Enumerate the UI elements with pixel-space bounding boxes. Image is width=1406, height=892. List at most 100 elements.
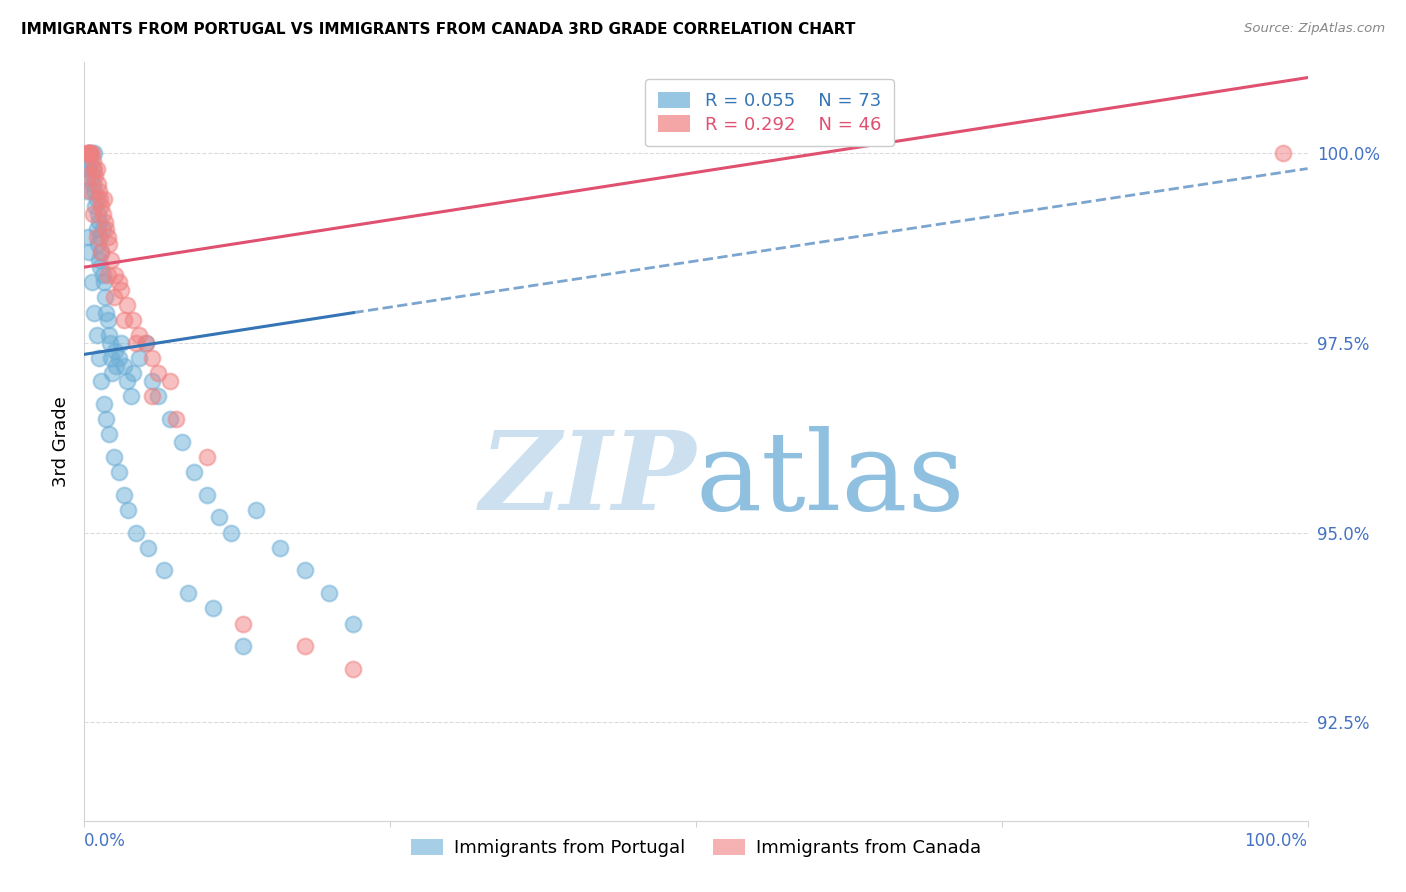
Point	[159, 374, 181, 388]
Point	[93, 397, 115, 411]
Point	[82, 154, 104, 169]
Point	[172, 434, 194, 449]
Point	[82, 177, 104, 191]
Text: atlas: atlas	[696, 426, 966, 533]
Point	[98, 336, 121, 351]
Point	[103, 291, 125, 305]
Point	[141, 351, 163, 366]
Point	[128, 328, 150, 343]
Point	[86, 328, 108, 343]
Point	[82, 207, 104, 221]
Point	[115, 298, 138, 312]
Point	[94, 291, 117, 305]
Point	[79, 185, 101, 199]
Point	[77, 161, 100, 176]
Point	[91, 268, 114, 282]
Point	[83, 185, 105, 199]
Point	[77, 146, 100, 161]
Point	[122, 367, 145, 381]
Point	[104, 268, 127, 282]
Point	[79, 146, 101, 161]
Point	[195, 450, 218, 464]
Point	[159, 412, 181, 426]
Point	[112, 359, 135, 373]
Point	[219, 525, 242, 540]
Point	[90, 245, 112, 260]
Point	[104, 343, 127, 358]
Point	[195, 488, 218, 502]
Point	[201, 601, 224, 615]
Point	[294, 640, 316, 654]
Point	[97, 328, 120, 343]
Point	[77, 169, 100, 184]
Point	[135, 336, 157, 351]
Point	[79, 154, 101, 169]
Point	[141, 374, 163, 388]
Point	[87, 252, 110, 267]
Point	[93, 192, 115, 206]
Point	[80, 169, 103, 184]
Point	[269, 541, 291, 555]
Text: Source: ZipAtlas.com: Source: ZipAtlas.com	[1244, 22, 1385, 36]
Point	[86, 222, 108, 236]
Point	[208, 510, 231, 524]
Point	[120, 389, 142, 403]
Point	[80, 276, 103, 290]
Point	[110, 336, 132, 351]
Point	[165, 412, 187, 426]
Point	[125, 336, 148, 351]
Point	[245, 503, 267, 517]
Point	[128, 351, 150, 366]
Point	[89, 192, 111, 206]
Point	[80, 146, 103, 161]
Point	[91, 207, 114, 221]
Point	[97, 427, 120, 442]
Point	[97, 237, 120, 252]
Point	[122, 313, 145, 327]
Point	[91, 222, 114, 236]
Point	[117, 503, 139, 517]
Point	[232, 640, 254, 654]
Point	[82, 161, 104, 176]
Point	[232, 616, 254, 631]
Point	[183, 465, 205, 479]
Point	[100, 351, 122, 366]
Point	[87, 215, 110, 229]
Point	[107, 351, 129, 366]
Point	[115, 374, 138, 388]
Point	[107, 276, 129, 290]
Text: 0.0%: 0.0%	[84, 832, 127, 850]
Point	[79, 146, 101, 161]
Point	[87, 351, 110, 366]
Point	[89, 230, 111, 244]
Point	[77, 146, 100, 161]
Legend: Immigrants from Portugal, Immigrants from Canada: Immigrants from Portugal, Immigrants fro…	[404, 832, 988, 864]
Point	[86, 230, 108, 244]
Point	[96, 412, 118, 426]
Point	[125, 525, 148, 540]
Point	[110, 283, 132, 297]
Point	[146, 389, 169, 403]
Point	[103, 450, 125, 464]
Point	[89, 260, 111, 275]
Point	[101, 367, 124, 381]
Point	[90, 374, 112, 388]
Point	[77, 245, 100, 260]
Point	[146, 367, 169, 381]
Text: 100.0%: 100.0%	[1244, 832, 1308, 850]
Point	[107, 465, 129, 479]
Y-axis label: 3rd Grade: 3rd Grade	[52, 396, 70, 487]
Point	[84, 200, 107, 214]
Point	[177, 586, 200, 600]
Point	[97, 268, 120, 282]
Point	[84, 169, 107, 184]
Point	[294, 564, 316, 578]
Text: ZIP: ZIP	[479, 425, 696, 533]
Point	[141, 389, 163, 403]
Point	[87, 185, 110, 199]
Point	[105, 359, 128, 373]
Point	[342, 616, 364, 631]
Point	[1272, 146, 1295, 161]
Point	[87, 207, 110, 221]
Point	[153, 564, 176, 578]
